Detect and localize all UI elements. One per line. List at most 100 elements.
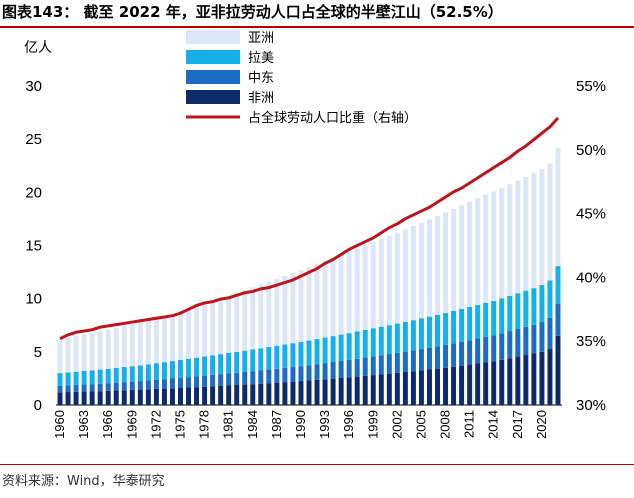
tick-labels: 亿人 0 5 10 15 20 25 30 30% 35% 40% 45% 50% 55% 1960 1963… [24, 40, 606, 439]
bar-latam-1975 [178, 360, 183, 378]
bar-africa-1978 [202, 386, 208, 405]
y2-tick-label: 50% [576, 142, 606, 159]
bar-mideast-1976 [186, 377, 192, 388]
bar-asia-1965 [97, 331, 103, 370]
bar-mideast-2012 [475, 338, 481, 364]
bar-latam-2002 [394, 323, 400, 353]
bar-mideast-1991 [306, 365, 312, 381]
bar-africa-1967 [113, 390, 119, 405]
bar-latam-2016 [507, 295, 513, 332]
bar-mideast-1966 [105, 383, 111, 391]
bar-mideast-2015 [499, 333, 505, 360]
bar-africa-2002 [394, 372, 400, 405]
bar-latam-2000 [378, 326, 384, 356]
bar-latam-1996 [346, 333, 352, 360]
x-tick-label: 1999 [365, 410, 380, 439]
legend-swatch-africa [186, 90, 240, 104]
x-tick-label: 1969 [124, 410, 139, 439]
bar-mideast-2009 [451, 343, 457, 367]
bar-africa-1970 [137, 389, 143, 405]
bar-asia-2006 [426, 219, 432, 317]
x-tick-label: 1978 [197, 410, 212, 439]
y-tick-label: 30 [25, 78, 42, 95]
bar-mideast-1982 [234, 372, 240, 385]
bar-mideast-1960 [57, 385, 63, 393]
bar-latam-2006 [426, 316, 432, 348]
bar-asia-1998 [362, 245, 368, 330]
bar-latam-1994 [330, 336, 336, 363]
bar-asia-1989 [290, 273, 296, 344]
bar-latam-1960 [57, 373, 63, 386]
bar-africa-1992 [314, 379, 320, 405]
source-note: 资料来源：Wind，华泰研究 [2, 474, 165, 489]
bar-mideast-1993 [322, 363, 328, 380]
bar-africa-2017 [515, 356, 521, 405]
bar-asia-1983 [242, 290, 248, 351]
bar-africa-2015 [499, 359, 505, 405]
bar-africa-1990 [298, 381, 304, 405]
bar-asia-1980 [218, 298, 224, 355]
bar-asia-1963 [81, 334, 87, 371]
x-tick-label: 1975 [172, 410, 187, 439]
bar-asia-2005 [418, 222, 424, 319]
bar-latam-1972 [153, 363, 159, 380]
x-tick-label: 1984 [245, 410, 260, 439]
bar-mideast-1997 [354, 358, 360, 377]
bar-asia-2017 [515, 180, 521, 294]
bar-asia-1962 [73, 335, 79, 372]
bar-latam-2020 [539, 285, 545, 323]
bar-latam-2003 [402, 321, 408, 352]
bar-latam-1997 [354, 331, 360, 359]
bar-africa-1987 [274, 382, 280, 405]
bar-latam-1970 [137, 365, 143, 382]
bar-latam-1993 [322, 337, 328, 364]
y2-tick-label: 35% [576, 333, 606, 350]
bar-africa-1981 [226, 385, 232, 405]
bar-africa-1962 [73, 391, 79, 405]
bar-africa-1998 [362, 375, 368, 405]
bar-mideast-2003 [402, 351, 408, 373]
bar-asia-2016 [507, 184, 513, 296]
bar-latam-2022 [555, 266, 561, 304]
bar-africa-2018 [523, 355, 529, 405]
bar-latam-1977 [194, 357, 200, 377]
x-tick-label: 1990 [293, 410, 308, 439]
bar-africa-2014 [491, 361, 497, 405]
bar-latam-1991 [306, 340, 312, 366]
bar-africa-2006 [426, 369, 432, 405]
bar-latam-1981 [226, 353, 232, 374]
y2-tick-label: 55% [576, 78, 606, 95]
bar-mideast-1985 [258, 370, 264, 384]
bar-africa-2022 [555, 335, 561, 405]
legend-label-latam: 拉美 [248, 51, 274, 66]
x-tick-label: 2014 [486, 410, 501, 439]
bar-latam-1971 [145, 364, 151, 381]
bar-africa-1989 [290, 381, 296, 405]
x-tick-label: 2020 [534, 410, 549, 439]
legend-label-share-line: 占全球劳动人口比重（右轴） [248, 110, 417, 126]
footer-rule [0, 464, 634, 465]
bar-latam-1965 [97, 369, 103, 384]
bar-mideast-1978 [202, 375, 208, 387]
bar-asia-2012 [475, 198, 481, 305]
bar-mideast-2022 [555, 303, 561, 336]
bar-africa-2011 [467, 364, 473, 405]
bar-asia-1960 [57, 339, 63, 374]
bar-africa-2007 [435, 368, 440, 405]
bar-asia-1969 [129, 324, 135, 367]
bar-africa-1991 [306, 380, 312, 405]
bar-asia-1974 [169, 313, 175, 362]
bar-africa-2005 [418, 370, 424, 405]
bar-asia-1991 [306, 267, 312, 341]
bar-asia-2004 [410, 226, 416, 321]
x-tick-label: 2005 [413, 410, 428, 439]
x-tick-label: 2002 [389, 410, 404, 439]
bar-mideast-2004 [410, 350, 416, 372]
y-tick-label: 25 [25, 131, 42, 148]
bar-africa-1965 [97, 391, 103, 405]
bar-mideast-1998 [362, 357, 368, 376]
bar-mideast-1964 [89, 384, 95, 392]
bar-latam-1964 [89, 370, 95, 385]
bar-asia-1985 [258, 284, 264, 349]
